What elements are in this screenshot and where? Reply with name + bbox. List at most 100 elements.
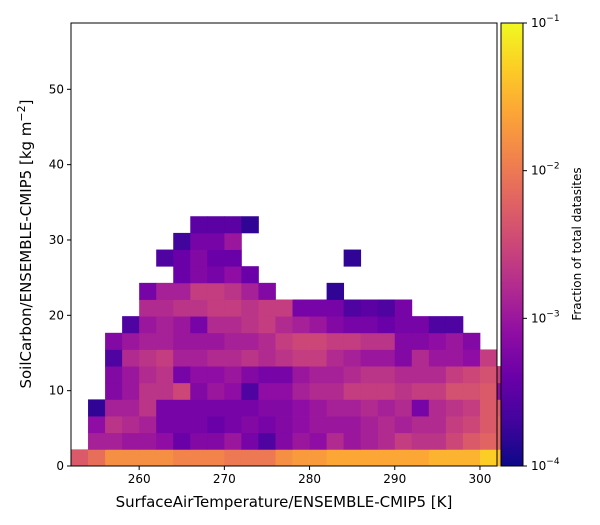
heatmap-cell [224, 416, 242, 434]
heatmap-cell [207, 249, 225, 267]
heatmap-cell [275, 416, 293, 434]
heatmap-cell [88, 399, 106, 417]
heatmap-cell [360, 399, 379, 417]
heatmap-cell [411, 382, 430, 400]
heatmap-cell [258, 299, 276, 317]
heatmap-cell [258, 316, 276, 334]
heatmap-cell [462, 332, 481, 350]
heatmap-cell [479, 416, 498, 434]
heatmap-cell [258, 399, 276, 417]
x-axis-label: SurfaceAirTemperature/ENSEMBLE-CMIP5 [K] [116, 493, 453, 511]
heatmap-cell [275, 299, 293, 317]
heatmap-cell [326, 416, 345, 434]
heatmap-cell [292, 316, 310, 334]
heatmap-cell [428, 316, 447, 334]
colorbar-tick-label: 10−3 [531, 309, 560, 325]
y-tick-label: 10 [49, 384, 64, 398]
heatmap-cell [275, 366, 293, 384]
heatmap-cell [122, 399, 140, 417]
heatmap-cell [190, 432, 208, 450]
heatmap-cell [292, 366, 310, 384]
heatmap-cell [122, 316, 140, 334]
heatmap-cell [275, 382, 293, 400]
heatmap-cell [292, 299, 310, 317]
heatmap-cell [445, 332, 464, 350]
heatmap-cell [241, 266, 259, 284]
heatmap-cell [122, 382, 140, 400]
heatmap-cell [224, 399, 242, 417]
heatmap-cell [428, 366, 447, 384]
heatmap-cell [394, 382, 413, 400]
heatmap-cell [326, 366, 345, 384]
colorbar-label: Fraction of total datasites [570, 167, 584, 320]
heatmap-cell [190, 382, 208, 400]
x-axis: 260 270 280 290 300 [128, 466, 491, 486]
heatmap-cell [326, 316, 345, 334]
heatmap-cell [326, 299, 345, 317]
heatmap-cell [394, 366, 413, 384]
heatmap-cell [428, 416, 447, 434]
heatmap-cell [224, 316, 242, 334]
heatmap-cell [139, 416, 157, 434]
heatmap-cell [173, 382, 191, 400]
heatmap-cell [105, 349, 123, 367]
heatmap-cell [224, 282, 242, 300]
heatmap-cell [360, 416, 379, 434]
heatmap-cell [343, 249, 362, 267]
colorbar-tick-label: 10−4 [531, 457, 560, 473]
colorbar-ticks: 10−4 10−3 10−2 10−1 [523, 14, 560, 473]
heatmap-cell [156, 249, 174, 267]
heatmap-cell [309, 299, 327, 317]
heatmap-cell [377, 432, 396, 450]
y-tick-label: 0 [56, 459, 64, 473]
heatmap-cell [224, 232, 242, 250]
heatmap-cell [139, 282, 157, 300]
heatmap-cell [343, 299, 362, 317]
heatmap-cell [445, 416, 464, 434]
heatmap-cell [156, 299, 174, 317]
heatmap-cell [275, 432, 293, 450]
heatmap-cell [207, 382, 225, 400]
heatmap-cell [105, 416, 123, 434]
heatmap-cell [326, 449, 345, 467]
heatmap-cell [309, 449, 327, 467]
heatmap-cell [190, 249, 208, 267]
heatmap-cell [394, 416, 413, 434]
heatmap-cell [105, 332, 123, 350]
heatmap-cell [241, 432, 259, 450]
heatmap-cell [343, 382, 362, 400]
heatmap-cell [105, 449, 123, 467]
heatmap-cell [173, 399, 191, 417]
heatmap-cell [326, 432, 345, 450]
heatmap-cell [394, 349, 413, 367]
heatmap-cell [224, 249, 242, 267]
heatmap-cell [411, 449, 430, 467]
heatmap-cell [173, 249, 191, 267]
heatmap-cell [377, 316, 396, 334]
heatmap-cell [479, 449, 498, 467]
heatmap-cell [190, 316, 208, 334]
heatmap-cell [122, 332, 140, 350]
heatmap-cell [224, 266, 242, 284]
heatmap-cell [139, 299, 157, 317]
heatmap-cell [156, 416, 174, 434]
heatmap-cell [394, 399, 413, 417]
heatmap-cell [241, 299, 259, 317]
heatmap-cells [71, 216, 515, 467]
heatmap-cell [190, 449, 208, 467]
heatmap-cell [224, 216, 242, 234]
heatmap-cell [309, 432, 327, 450]
heatmap-cell [377, 382, 396, 400]
heatmap-cell [241, 216, 259, 234]
heatmap-cell [190, 366, 208, 384]
heatmap-cell [462, 349, 481, 367]
heatmap-cell [343, 416, 362, 434]
heatmap-cell [479, 399, 498, 417]
heatmap-cell [258, 432, 276, 450]
heatmap-cell [207, 216, 225, 234]
x-tick-label: 280 [298, 472, 321, 486]
heatmap-cell [428, 349, 447, 367]
heatmap-cell [122, 349, 140, 367]
colorbar [500, 22, 524, 467]
heatmap-cell [411, 316, 430, 334]
